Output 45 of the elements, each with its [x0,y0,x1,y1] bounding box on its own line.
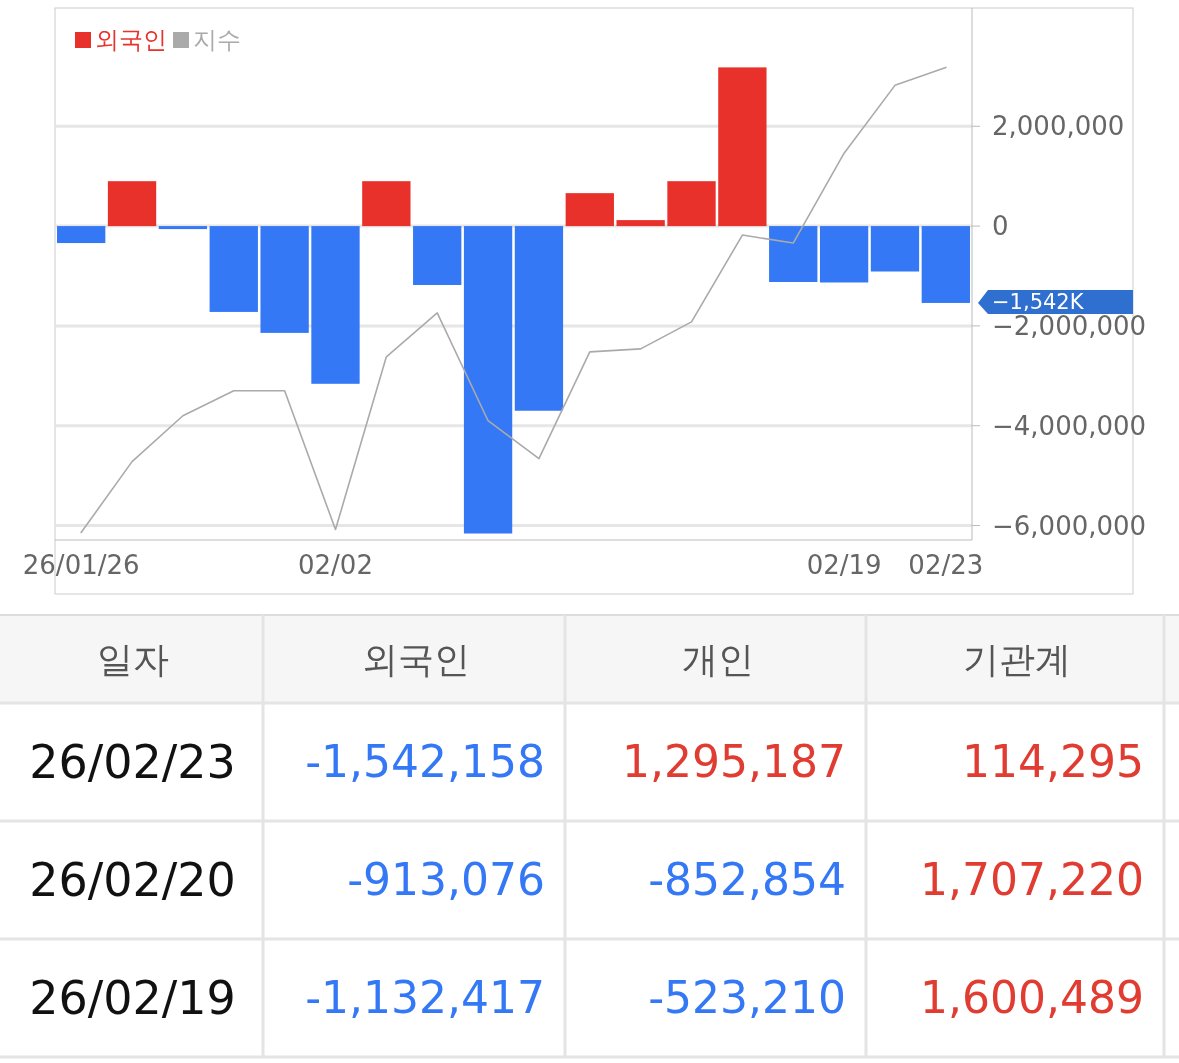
bar [819,226,869,283]
bar [921,226,970,303]
bar [209,226,258,312]
line-series [80,66,947,534]
text: 기관계 [963,638,1071,680]
category-label: 26/02/23 [29,735,236,790]
bar [514,226,564,411]
data-label: 1,600,489 [920,972,1144,1024]
y-tick-label: 0 [992,211,1009,242]
bar [565,193,614,227]
x-tick-label: 02/19 [806,550,882,581]
bar [311,226,360,384]
data-label: -1,132,417 [305,972,545,1024]
y-tick-label: 2,000,000 [992,111,1125,142]
data-label: -852,854 [648,854,846,906]
bar [158,226,208,230]
data-label: 114,295 [962,736,1144,788]
x-tick-label: 02/23 [908,550,984,581]
x-tick-label: 26/01/26 [22,550,140,581]
y-tick-label: −6,000,000 [992,510,1147,541]
bar [616,220,665,227]
text: 일자 [96,638,169,680]
bar [413,226,462,285]
data-label: -1,542,158 [305,736,545,788]
bar [718,67,767,227]
bar [362,181,411,227]
data-label: 1,707,220 [920,854,1144,906]
category-label: 26/02/20 [29,853,236,908]
y-tick-label: −4,000,000 [992,410,1147,441]
bar [870,226,920,272]
bar [57,226,106,244]
text: 외국인 [362,638,470,680]
data-label: -913,076 [347,854,545,906]
bar [260,226,309,333]
legend-label: 지수 [193,26,241,55]
legend-label: 외국인 [95,26,167,55]
data-label: 1,295,187 [622,736,846,788]
text: 개인 [681,638,754,680]
bar [667,181,716,227]
bar [107,181,157,227]
bar [769,226,818,282]
x-tick-label: 02/02 [298,550,373,581]
bar [463,226,513,534]
data-label: -523,210 [648,972,846,1024]
category-label: 26/02/19 [29,971,236,1026]
